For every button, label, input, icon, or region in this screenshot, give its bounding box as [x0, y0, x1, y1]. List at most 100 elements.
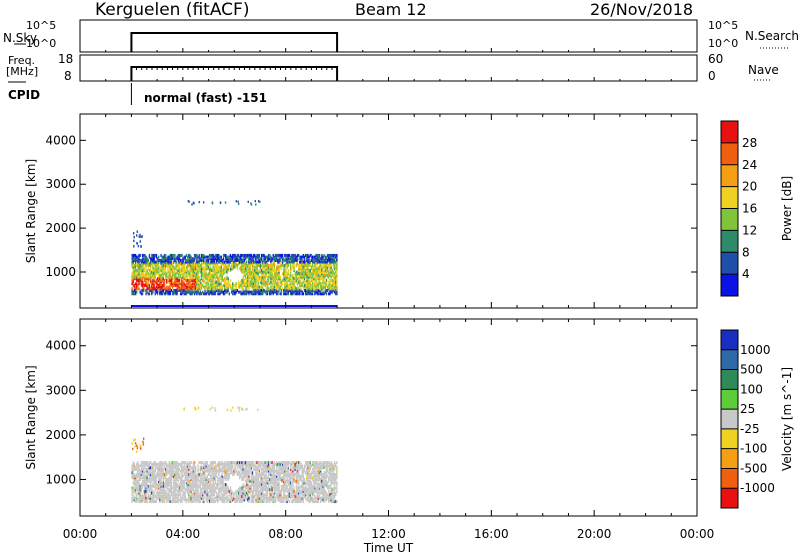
power-echo-cell	[134, 272, 137, 276]
velocity-echo-cell	[226, 486, 228, 490]
power-echo-cell	[146, 275, 148, 279]
power-echo-cell	[277, 277, 279, 281]
power-echo-cell	[182, 275, 184, 279]
velocity-echo-cell	[131, 467, 133, 471]
velocity-echo-cell	[158, 466, 160, 470]
velocity-echo-cell	[236, 471, 239, 475]
velocity-echo-cell	[250, 481, 252, 485]
velocity-echo-cell	[152, 462, 154, 466]
power-echo-cell	[274, 257, 277, 261]
velocity-echo-cell	[158, 494, 160, 498]
power-echo-cell	[336, 253, 338, 257]
velocity-echo-cell	[285, 461, 287, 465]
power-echo-cell	[196, 280, 198, 284]
velocity-echo-cell	[185, 464, 188, 468]
power-echo-cell	[279, 280, 281, 284]
power-echo-cell	[171, 265, 174, 269]
velocity-echo-cell	[278, 476, 280, 480]
velocity-echo-cell	[215, 471, 218, 475]
velocity-echo-cell	[223, 466, 226, 470]
power-echo-cell	[151, 288, 153, 292]
power-echo-cell	[229, 283, 232, 287]
power-echo-cell	[190, 267, 192, 271]
power-echo-cell	[241, 267, 243, 271]
velocity-echo-cell	[152, 476, 154, 480]
power-echo-cell	[192, 273, 195, 277]
power-echo-cell	[244, 268, 247, 272]
velocity-echo-cell	[213, 471, 215, 475]
power-echo-cell	[298, 263, 300, 267]
power-echo-cell	[133, 263, 136, 267]
velocity-echo-cell	[266, 500, 269, 504]
velocity-echo-cell	[219, 461, 221, 465]
velocity-echo-cell	[205, 469, 207, 473]
power-echo-cell	[244, 292, 247, 296]
velocity-echo-cell	[256, 489, 258, 493]
velocity-echo-cell	[193, 484, 196, 488]
power-echo-cell	[211, 290, 213, 294]
velocity-echo-cell	[148, 494, 151, 498]
velocity-echo-cell	[271, 486, 273, 490]
power-echo-cell	[190, 258, 192, 262]
velocity-echo-cell	[282, 498, 285, 502]
velocity-echo-cell	[162, 484, 165, 488]
power-echo-cell	[180, 292, 182, 296]
velocity-echo-cell	[176, 489, 178, 493]
power-echo-cell	[214, 253, 217, 257]
power-echo-cell	[214, 290, 217, 294]
velocity-echo-cell	[256, 467, 258, 471]
power-echo-cell	[293, 253, 295, 257]
power-echo-cell	[159, 288, 161, 292]
velocity-echo-cell	[247, 461, 249, 465]
velocity-echo-cell	[199, 461, 202, 465]
velocity-echo-cell	[136, 479, 138, 483]
velocity-echo-cell	[142, 474, 145, 478]
power-echo-cell	[137, 260, 139, 264]
power-echo-cell	[241, 282, 243, 286]
power-echo-cell	[307, 287, 309, 291]
power-echo-cell	[254, 287, 256, 291]
velocity-echo-cell	[154, 500, 156, 504]
power-echo-cell	[174, 280, 176, 284]
power-echo-cell	[273, 288, 276, 292]
power-echo-cell	[139, 240, 141, 243]
power-echo-cell	[223, 285, 226, 289]
power-echo-cell	[221, 270, 224, 274]
power-echo-cell	[134, 275, 137, 279]
power-echo-cell	[181, 288, 183, 292]
velocity-echo-cell	[193, 494, 196, 498]
power-echo-cell	[195, 287, 197, 291]
velocity-echo-cell	[262, 462, 264, 466]
power-echo-cell	[317, 257, 320, 261]
power-echo-cell	[206, 277, 209, 281]
power-echo-cell	[313, 267, 315, 271]
power-echo-cell	[200, 262, 203, 266]
velocity-echo-cell	[262, 478, 264, 482]
velocity-echo-cell	[133, 483, 136, 487]
power-echo-cell	[335, 282, 337, 286]
velocity-echo-cell	[134, 488, 137, 492]
velocity-echo-cell	[256, 498, 258, 502]
velocity-echo-cell	[225, 464, 227, 468]
power-echo-cell	[145, 277, 147, 281]
velocity-echo-cell	[237, 472, 240, 476]
power-echo-cell	[282, 258, 285, 262]
power-echo-cell	[206, 283, 209, 287]
power-echo-cell	[240, 290, 242, 294]
power-echo-cell	[287, 290, 289, 294]
velocity-echo-cell	[166, 466, 168, 470]
power-echo-cell	[284, 277, 286, 281]
power-echo-cell	[287, 270, 289, 274]
power-echo-cell	[217, 275, 219, 279]
power-echo-cell	[178, 288, 181, 292]
power-echo-cell	[146, 258, 148, 262]
power-echo-cell	[199, 267, 202, 271]
velocity-echo-cell	[258, 469, 261, 473]
power-echo-cell	[243, 258, 246, 262]
power-echo-cell	[208, 278, 211, 282]
power-echo-cell	[219, 260, 221, 264]
power-echo-cell	[242, 267, 244, 271]
power-echo-cell	[207, 273, 210, 277]
velocity-echo-cell	[273, 500, 276, 504]
velocity-echo-cell	[173, 476, 175, 480]
